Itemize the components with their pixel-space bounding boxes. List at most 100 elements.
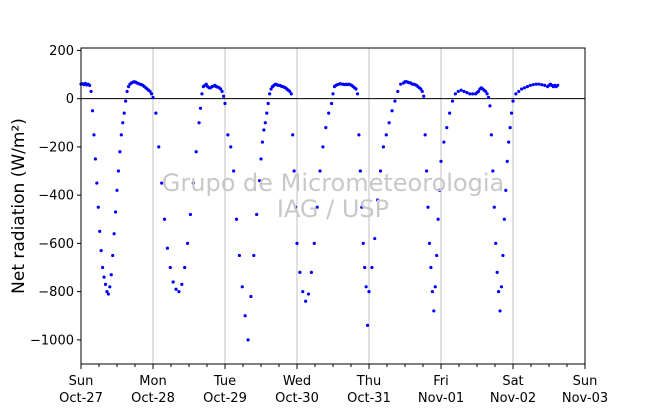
data-point xyxy=(381,145,385,149)
data-point xyxy=(363,265,367,270)
data-point xyxy=(260,140,265,144)
data-point xyxy=(321,145,325,149)
data-point xyxy=(194,150,198,154)
x-tick-label-day: Sun xyxy=(573,374,598,389)
data-point xyxy=(492,205,496,209)
data-point xyxy=(188,212,193,217)
data-point xyxy=(453,92,457,96)
data-point xyxy=(507,140,511,144)
data-point xyxy=(364,285,368,289)
data-point xyxy=(219,87,223,91)
data-point xyxy=(151,95,155,100)
data-point xyxy=(491,169,495,173)
data-point xyxy=(96,205,100,209)
data-point xyxy=(223,101,227,106)
y-tick-label: −600 xyxy=(38,237,74,252)
data-point xyxy=(361,241,365,245)
data-point xyxy=(183,265,187,270)
data-point xyxy=(301,290,305,294)
x-tick-label-day: Sat xyxy=(502,374,523,389)
data-point xyxy=(433,285,437,289)
data-point xyxy=(112,232,116,236)
data-point xyxy=(262,128,266,132)
data-point xyxy=(109,273,113,277)
data-point xyxy=(456,89,460,94)
data-point xyxy=(304,299,308,303)
data-point xyxy=(197,121,201,125)
data-point xyxy=(289,92,293,96)
data-point xyxy=(439,159,443,163)
data-point xyxy=(293,205,298,209)
data-point xyxy=(185,241,190,245)
data-point xyxy=(442,140,446,144)
data-point xyxy=(537,82,541,86)
data-point xyxy=(126,85,131,89)
data-point xyxy=(465,91,469,95)
x-tick-label-day: Mon xyxy=(139,374,166,389)
data-point xyxy=(425,169,429,173)
data-point xyxy=(122,111,126,115)
data-point xyxy=(373,236,377,241)
data-point xyxy=(509,111,514,115)
data-point xyxy=(501,253,505,258)
data-point xyxy=(396,89,400,94)
data-point xyxy=(430,290,434,294)
y-tick-label: 0 xyxy=(66,92,74,107)
data-point xyxy=(157,145,161,149)
data-point xyxy=(522,86,527,90)
data-point xyxy=(486,95,491,100)
data-point xyxy=(484,89,488,94)
data-point xyxy=(148,89,152,94)
data-point xyxy=(269,87,273,91)
data-point xyxy=(517,89,521,94)
data-point xyxy=(246,338,250,342)
watermark-line-2: IAG / USP xyxy=(277,195,389,223)
data-point xyxy=(329,101,334,106)
x-tick-label-date: Oct-30 xyxy=(275,391,319,406)
data-point xyxy=(358,169,362,173)
data-point xyxy=(95,181,99,185)
data-point xyxy=(204,82,208,86)
x-tick-label-date: Oct-29 xyxy=(203,391,247,406)
data-point xyxy=(315,205,319,209)
data-point xyxy=(556,83,560,87)
data-point xyxy=(471,92,475,96)
data-point xyxy=(324,126,328,130)
data-point xyxy=(99,249,103,253)
data-point xyxy=(121,121,125,125)
data-point xyxy=(168,265,172,270)
x-tick-label-day: Wed xyxy=(283,374,311,389)
data-point xyxy=(485,92,489,96)
data-point xyxy=(494,241,498,245)
data-point xyxy=(101,265,105,270)
data-point xyxy=(499,285,504,289)
data-point xyxy=(423,133,427,137)
x-tick-label-date: Oct-27 xyxy=(59,391,103,406)
data-point xyxy=(255,212,259,217)
y-tick-label: 200 xyxy=(49,44,74,59)
data-point xyxy=(327,111,331,115)
data-point xyxy=(426,205,430,209)
data-point xyxy=(295,241,299,245)
y-tick-label: −1000 xyxy=(30,333,74,348)
data-point xyxy=(265,111,269,115)
x-tick-label-date: Nov-02 xyxy=(490,391,536,406)
data-point xyxy=(497,290,501,294)
data-point xyxy=(376,198,380,202)
x-tick-label-day: Tue xyxy=(213,374,236,389)
y-tick-label: −200 xyxy=(38,140,74,155)
data-point xyxy=(162,217,167,221)
data-point xyxy=(116,169,121,173)
data-point xyxy=(89,89,93,94)
data-point xyxy=(502,217,506,221)
data-point xyxy=(174,287,178,291)
data-point xyxy=(226,133,230,137)
data-point xyxy=(259,157,263,161)
data-point xyxy=(318,169,322,173)
data-point xyxy=(384,133,388,137)
data-point xyxy=(191,181,195,185)
data-point xyxy=(498,309,502,313)
data-point xyxy=(115,188,119,192)
x-tick-label-day: Thu xyxy=(356,374,381,389)
data-point xyxy=(221,94,226,98)
